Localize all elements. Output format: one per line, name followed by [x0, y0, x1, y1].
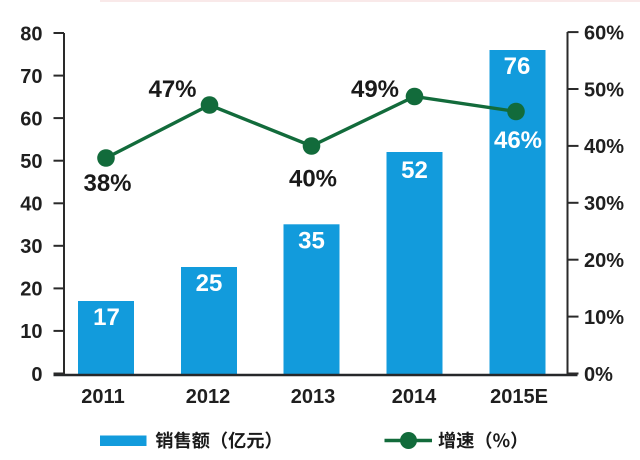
svg-text:60: 60: [20, 108, 42, 130]
svg-text:40%: 40%: [584, 136, 624, 158]
svg-text:25: 25: [196, 270, 223, 297]
svg-text:2013: 2013: [291, 386, 336, 408]
svg-text:17: 17: [93, 304, 120, 331]
svg-text:10%: 10%: [584, 307, 624, 329]
svg-text:49%: 49%: [351, 76, 399, 103]
svg-text:35: 35: [298, 227, 325, 254]
svg-text:20: 20: [20, 279, 42, 301]
svg-text:2011: 2011: [81, 386, 124, 408]
svg-text:0%: 0%: [584, 364, 613, 386]
svg-text:0: 0: [31, 364, 42, 386]
svg-text:50: 50: [20, 151, 42, 173]
svg-text:70: 70: [20, 66, 42, 88]
svg-text:38%: 38%: [83, 170, 131, 197]
svg-text:47%: 47%: [148, 76, 196, 103]
svg-text:52: 52: [401, 157, 428, 184]
svg-text:46%: 46%: [494, 127, 542, 154]
svg-text:2012: 2012: [186, 386, 231, 408]
svg-text:50%: 50%: [584, 79, 624, 101]
svg-text:40%: 40%: [289, 166, 337, 193]
svg-text:40: 40: [20, 194, 42, 216]
svg-text:2015E: 2015E: [490, 386, 548, 408]
svg-text:80: 80: [20, 23, 42, 45]
svg-text:2014: 2014: [392, 386, 437, 408]
svg-text:60%: 60%: [584, 22, 624, 44]
svg-text:30: 30: [20, 236, 42, 258]
svg-text:20%: 20%: [584, 250, 624, 272]
svg-text:10: 10: [20, 321, 42, 343]
svg-text:30%: 30%: [584, 193, 624, 215]
svg-text:76: 76: [504, 53, 531, 80]
